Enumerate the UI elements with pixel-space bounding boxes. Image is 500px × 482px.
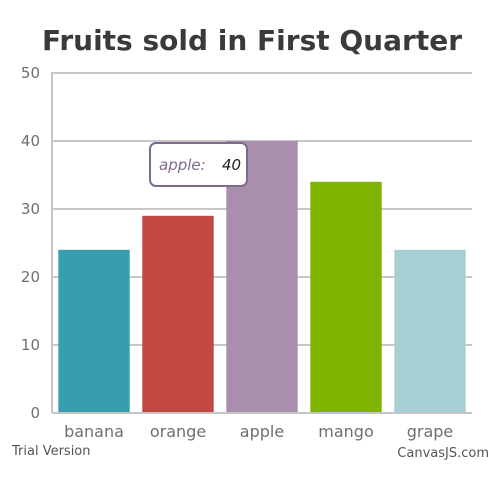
bar-grape[interactable] (394, 249, 466, 413)
y-tick-label: 20 (21, 268, 40, 286)
bar-mango[interactable] (310, 181, 382, 413)
x-category-label: mango (318, 422, 373, 441)
tooltip-value: 40 (222, 156, 241, 174)
y-tick-label: 40 (21, 132, 40, 150)
x-category-label: banana (64, 422, 124, 441)
tooltip-box (149, 142, 248, 187)
canvasjs-credit: CanvasJS.com (397, 446, 489, 461)
trial-version-label: Trial Version (11, 444, 91, 459)
axes (51, 72, 472, 414)
y-tick-label: 0 (30, 404, 40, 422)
x-category-label: grape (407, 422, 454, 441)
x-category-label: apple (240, 422, 284, 441)
bar-orange[interactable] (142, 215, 214, 413)
bar-banana[interactable] (58, 249, 130, 413)
bars (58, 141, 466, 413)
y-tick-label: 30 (21, 200, 40, 218)
y-tick-label: 10 (21, 336, 40, 354)
y-tick-label: 50 (21, 64, 40, 82)
tooltip: apple: 40 (149, 142, 248, 187)
x-axis-labels: banana orange apple mango grape (64, 422, 453, 441)
x-category-label: orange (150, 422, 206, 441)
tooltip-label: apple: (159, 156, 206, 174)
y-axis-ticks: 0 10 20 30 40 50 (21, 64, 40, 422)
chart-title: Fruits sold in First Quarter (42, 24, 462, 57)
